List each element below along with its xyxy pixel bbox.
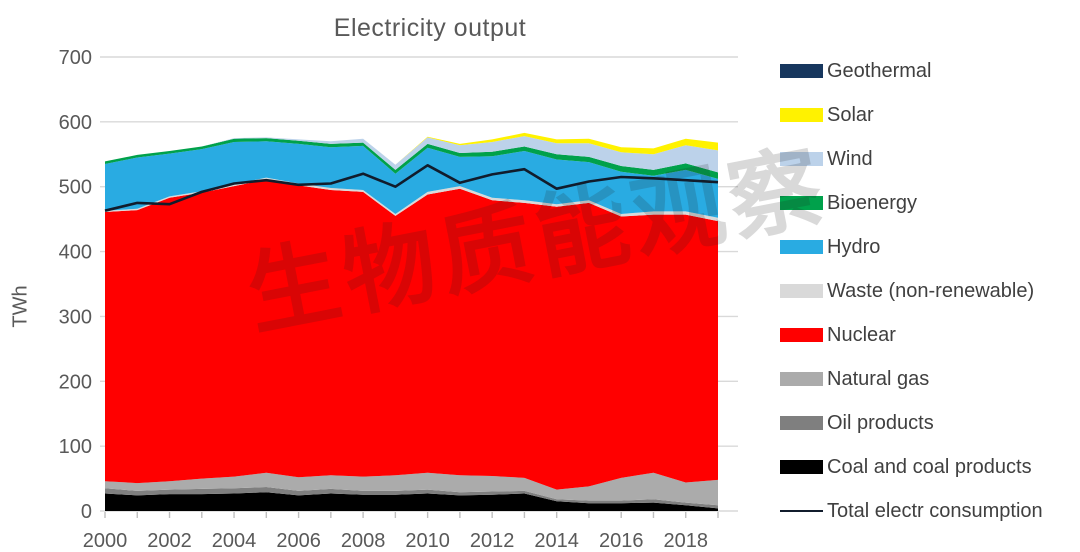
legend-item-natural-gas: Natural gas — [780, 366, 1043, 392]
y-tick-label: 100 — [59, 436, 92, 458]
solar-swatch-icon — [780, 108, 823, 122]
legend-item-nuclear: Nuclear — [780, 322, 1043, 348]
legend-label: Coal and coal products — [827, 455, 1032, 478]
legend-label: Oil products — [827, 411, 934, 434]
x-tick-label: 2008 — [341, 530, 386, 552]
y-tick-label: 700 — [59, 47, 92, 69]
legend-item-oil-products: Oil products — [780, 410, 1043, 436]
natural-gas-swatch-icon — [780, 372, 823, 386]
oil-products-swatch-icon — [780, 416, 823, 430]
area-solar — [105, 132, 718, 165]
x-tick-label: 2006 — [276, 530, 321, 552]
legend-item-wind: Wind — [780, 146, 1043, 172]
wind-swatch-icon — [780, 152, 823, 166]
area-wind — [105, 136, 718, 173]
y-tick-label: 0 — [81, 501, 92, 523]
bioenergy-swatch-icon — [780, 196, 823, 210]
total-consumption-line — [104, 164, 719, 212]
legend: Geothermal Solar Wind Bioenergy Hydro Wa… — [780, 58, 1043, 524]
y-tick-label: 300 — [59, 306, 92, 328]
legend-label: Bioenergy — [827, 191, 918, 214]
legend-label: Nuclear — [827, 323, 896, 346]
legend-item-bioenergy: Bioenergy — [780, 190, 1043, 216]
legend-label: Solar — [827, 103, 874, 126]
legend-item-solar: Solar — [780, 102, 1043, 128]
legend-item-hydro: Hydro — [780, 234, 1043, 260]
area-hydro — [105, 141, 718, 218]
x-tick-label: 2010 — [405, 530, 450, 552]
hydro-swatch-icon — [780, 240, 823, 254]
x-tick-label: 2000 — [83, 530, 128, 552]
x-tick-label: 2002 — [147, 530, 192, 552]
legend-label: Hydro — [827, 235, 881, 258]
x-tick-label: 2014 — [534, 530, 579, 552]
legend-label: Natural gas — [827, 367, 930, 390]
area-natural-gas — [105, 472, 718, 506]
y-tick-label: 400 — [59, 242, 92, 264]
coal-swatch-icon — [780, 460, 823, 474]
y-tick-label: 600 — [59, 112, 92, 134]
legend-label: Waste (non-renewable) — [827, 279, 1035, 302]
area-coal-and-coal-products — [105, 492, 718, 511]
waste-swatch-icon — [780, 284, 823, 298]
legend-item-waste: Waste (non-renewable) — [780, 278, 1043, 304]
legend-label: Total electr consumption — [827, 499, 1043, 522]
geothermal-swatch-icon — [780, 64, 823, 78]
y-tick-label: 500 — [59, 177, 92, 199]
nuclear-swatch-icon — [780, 328, 823, 342]
legend-label: Geothermal — [827, 59, 932, 82]
x-tick-label: 2018 — [663, 530, 708, 552]
legend-label: Wind — [827, 147, 873, 170]
chart-title: Electricity output — [333, 14, 527, 42]
legend-item-total-consumption: Total electr consumption — [780, 498, 1043, 524]
plot-area: 700 600 500 400 300 200 100 0 2000 2002 2004 2006 20… — [59, 47, 738, 552]
x-tick-label: 2016 — [599, 530, 644, 552]
x-tick-label: 2012 — [470, 530, 515, 552]
x-tick-label: 2004 — [212, 530, 257, 552]
legend-item-coal: Coal and coal products — [780, 454, 1043, 480]
y-tick-label: 200 — [59, 371, 92, 393]
consumption-line-swatch-icon — [780, 510, 823, 512]
area-nuclear — [105, 179, 718, 490]
area-oil-products — [105, 487, 718, 509]
area-bioenergy — [105, 138, 718, 179]
legend-item-geothermal: Geothermal — [780, 58, 1043, 84]
